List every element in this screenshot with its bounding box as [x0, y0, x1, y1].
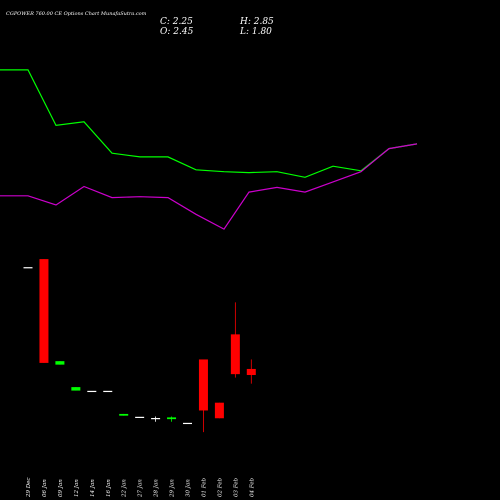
candle-body-2 — [55, 361, 65, 365]
candle-body-5 — [103, 390, 113, 393]
ma-slow-line — [0, 143, 418, 230]
x-tick-label: 27 Jan — [138, 479, 144, 498]
ma-fast-line — [0, 69, 418, 178]
x-tick-label: 01 Feb — [201, 477, 207, 497]
x-tick-label: 28 Jan — [154, 479, 160, 498]
candle-body-3 — [71, 387, 81, 391]
x-tick-label: 14 Jan — [90, 479, 96, 497]
x-tick-label: 06 Jan — [42, 479, 48, 497]
candle-body-6 — [119, 413, 129, 416]
candle-body-4 — [87, 390, 97, 393]
close-label: C: 2.25 — [160, 17, 193, 27]
candle-body-10 — [183, 422, 192, 425]
x-tick-label: 09 Jan — [58, 479, 64, 497]
candle-body-1 — [39, 259, 49, 363]
x-tick-label: 12 Jan — [74, 479, 80, 497]
x-tick-label: 03 Feb — [233, 477, 239, 497]
candle-body-13 — [230, 334, 240, 375]
x-tick-label: 02 Feb — [217, 477, 223, 497]
high-label: H: 2.85 — [240, 17, 274, 27]
candle-body-14 — [246, 368, 256, 376]
candle-body-0 — [23, 267, 33, 269]
candle-body-12 — [214, 402, 224, 419]
x-tick-label: 04 Feb — [249, 477, 255, 497]
candle-body-7 — [135, 416, 145, 418]
chart-title: CGPOWER 760.00 CE Options Chart MunafaSu… — [6, 11, 147, 17]
x-tick-label: 29 Dec — [26, 478, 32, 499]
candle-body-9 — [167, 417, 177, 420]
open-label: O: 2.45 — [160, 27, 194, 37]
low-label: L: 1.80 — [240, 27, 272, 37]
candle-body-8 — [151, 418, 161, 420]
x-tick-label: 16 Jan — [106, 479, 112, 497]
x-tick-label: 22 Jan — [122, 479, 128, 498]
candle-body-11 — [198, 359, 208, 411]
x-tick-label: 29 Jan — [170, 479, 176, 498]
x-tick-label: 30 Jan — [186, 479, 192, 497]
